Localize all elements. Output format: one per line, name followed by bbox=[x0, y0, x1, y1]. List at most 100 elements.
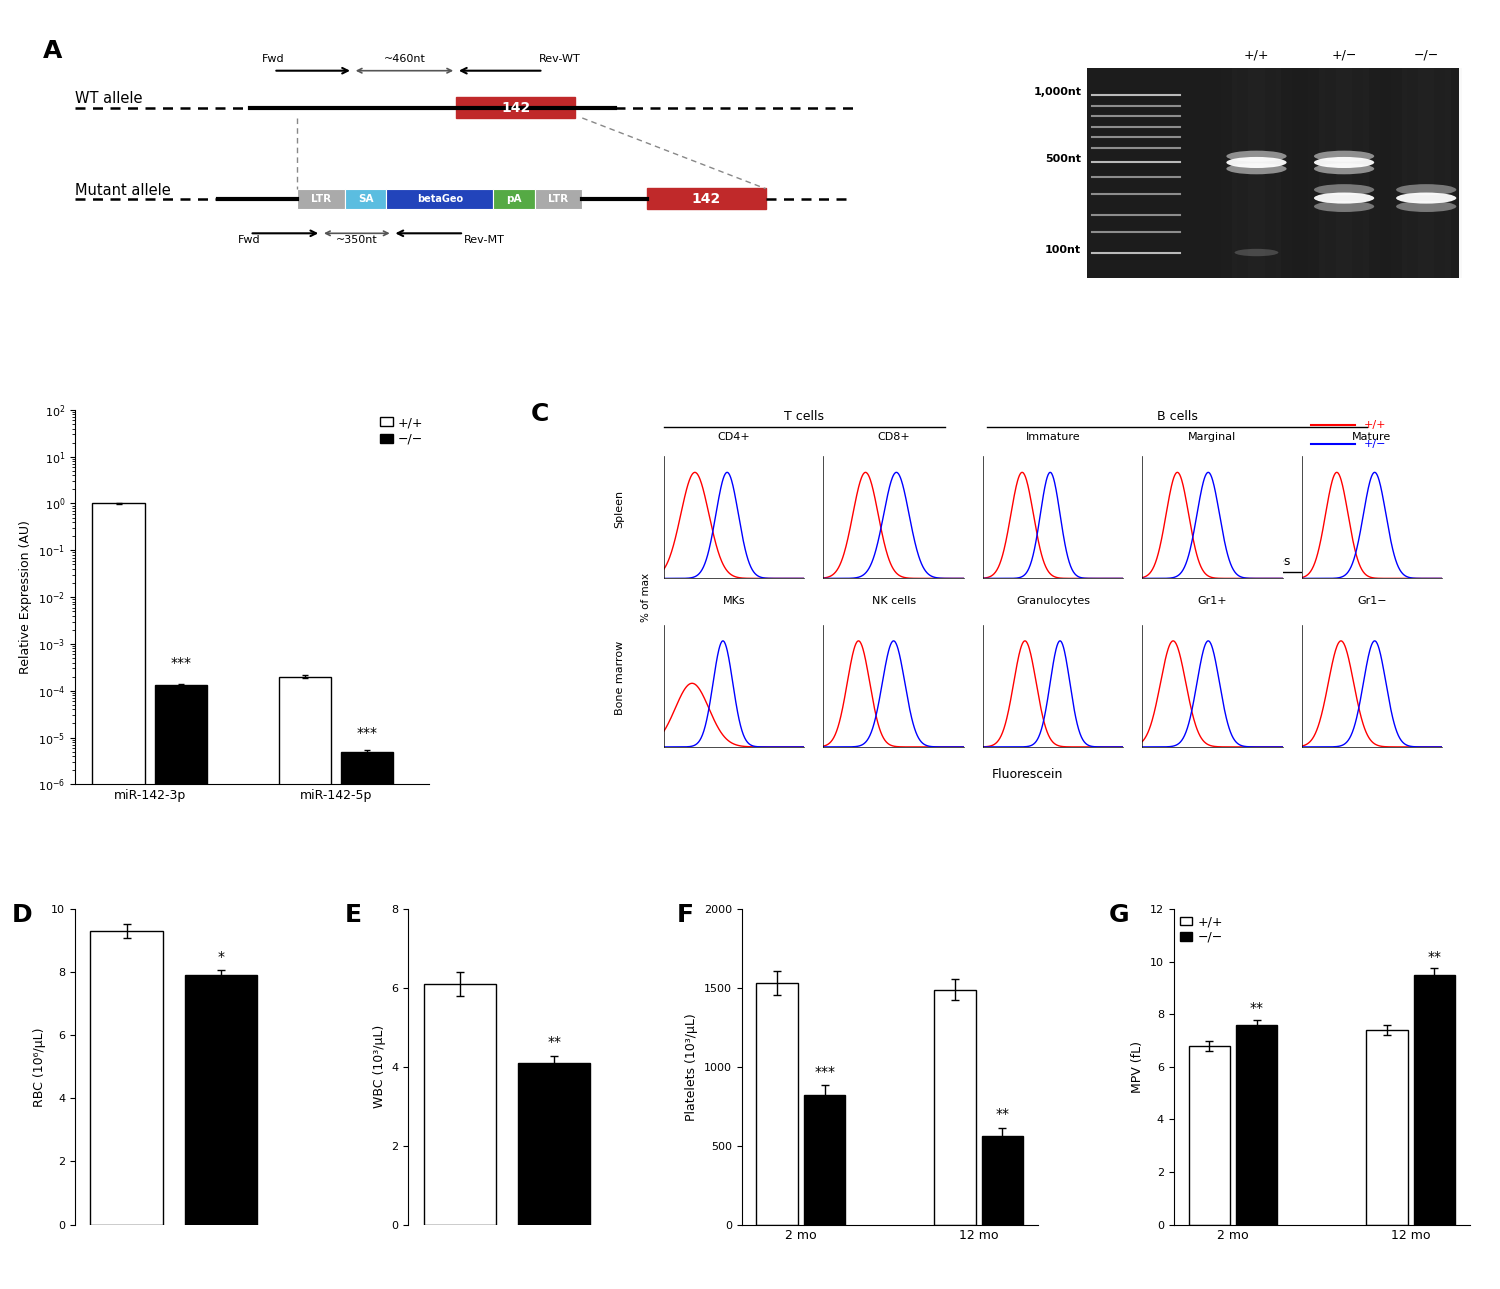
Text: Marginal: Marginal bbox=[1188, 432, 1236, 442]
Ellipse shape bbox=[1314, 157, 1374, 168]
Text: ***: *** bbox=[170, 656, 190, 670]
Ellipse shape bbox=[1234, 249, 1278, 257]
Text: **: ** bbox=[548, 1035, 561, 1049]
Bar bbox=[345, 188, 386, 209]
Text: Mature: Mature bbox=[1352, 432, 1392, 442]
Text: 142: 142 bbox=[692, 192, 720, 206]
Y-axis label: Relative Expression (AU): Relative Expression (AU) bbox=[20, 521, 33, 674]
Text: ~460nt: ~460nt bbox=[384, 54, 426, 64]
Bar bbox=[279, 677, 332, 1289]
Bar bbox=[90, 931, 162, 1225]
Y-axis label: WBC (10³/μL): WBC (10³/μL) bbox=[374, 1025, 386, 1109]
Bar bbox=[1232, 68, 1248, 277]
Bar bbox=[518, 1063, 591, 1225]
Text: **: ** bbox=[996, 1107, 1010, 1121]
Text: Spleen: Spleen bbox=[615, 490, 624, 528]
Bar bbox=[1401, 68, 1417, 277]
Ellipse shape bbox=[1396, 192, 1456, 204]
Bar bbox=[934, 990, 975, 1225]
Bar bbox=[1088, 68, 1460, 277]
Text: D: D bbox=[12, 902, 33, 927]
Ellipse shape bbox=[1314, 184, 1374, 195]
Text: Bone marrow: Bone marrow bbox=[615, 641, 624, 715]
Text: 100nt: 100nt bbox=[1046, 245, 1082, 254]
Ellipse shape bbox=[1314, 201, 1374, 211]
Legend: +/+, −/−: +/+, −/− bbox=[380, 416, 423, 446]
Text: ~350nt: ~350nt bbox=[336, 235, 378, 245]
Bar bbox=[297, 188, 345, 209]
Text: ***: *** bbox=[815, 1065, 836, 1079]
Ellipse shape bbox=[1314, 151, 1374, 161]
Ellipse shape bbox=[1227, 157, 1287, 168]
Bar bbox=[1390, 68, 1407, 277]
Text: betaGeo: betaGeo bbox=[417, 193, 464, 204]
Bar bbox=[1221, 68, 1238, 277]
Text: NK cells: NK cells bbox=[871, 597, 915, 607]
Text: +/−: +/− bbox=[1364, 438, 1386, 449]
Bar bbox=[93, 504, 144, 1289]
Text: MKs: MKs bbox=[723, 597, 746, 607]
Bar bbox=[981, 1136, 1023, 1225]
Y-axis label: MPV (fL): MPV (fL) bbox=[1131, 1042, 1144, 1093]
Legend: +/+, −/−: +/+, −/− bbox=[1180, 915, 1222, 944]
Text: A: A bbox=[44, 39, 63, 63]
Text: 500nt: 500nt bbox=[1046, 155, 1082, 165]
Text: G: G bbox=[1108, 902, 1130, 927]
Text: +/+: +/+ bbox=[1364, 420, 1386, 429]
Bar bbox=[1353, 68, 1368, 277]
Text: Mutant allele: Mutant allele bbox=[75, 183, 171, 197]
Text: Gr1−: Gr1− bbox=[1358, 597, 1386, 607]
Bar bbox=[494, 188, 534, 209]
Bar bbox=[1366, 1030, 1408, 1225]
Ellipse shape bbox=[1396, 184, 1456, 195]
Ellipse shape bbox=[1396, 201, 1456, 211]
Text: F: F bbox=[676, 902, 693, 927]
Bar bbox=[1320, 68, 1336, 277]
Text: 1,000nt: 1,000nt bbox=[1034, 88, 1082, 98]
Bar bbox=[1188, 1045, 1230, 1225]
Text: LTR: LTR bbox=[549, 193, 568, 204]
Text: T cells: T cells bbox=[784, 410, 825, 423]
Text: Granulocytes: Granulocytes bbox=[1016, 597, 1090, 607]
Text: Rev-WT: Rev-WT bbox=[538, 54, 580, 64]
Bar bbox=[756, 984, 798, 1225]
Bar bbox=[1236, 1025, 1278, 1225]
Bar bbox=[1418, 68, 1434, 277]
Bar bbox=[1308, 68, 1324, 277]
Text: Monocytes: Monocytes bbox=[1224, 556, 1290, 568]
Text: Fwd: Fwd bbox=[262, 54, 285, 64]
Text: CD4+: CD4+ bbox=[718, 432, 750, 442]
Ellipse shape bbox=[1314, 192, 1374, 204]
Bar bbox=[804, 1096, 846, 1225]
Bar bbox=[1446, 68, 1462, 277]
Text: −/−: −/− bbox=[1413, 49, 1438, 62]
Bar bbox=[154, 686, 207, 1289]
Bar bbox=[386, 188, 494, 209]
Text: C: C bbox=[531, 402, 549, 427]
Bar bbox=[456, 97, 574, 119]
Bar bbox=[1248, 68, 1264, 277]
Bar bbox=[1275, 68, 1292, 277]
Bar bbox=[340, 751, 393, 1289]
Text: 142: 142 bbox=[501, 101, 530, 115]
Text: *: * bbox=[217, 950, 225, 964]
Text: SA: SA bbox=[358, 193, 374, 204]
Text: CD8+: CD8+ bbox=[878, 432, 910, 442]
Text: **: ** bbox=[1250, 1002, 1263, 1016]
Text: Fwd: Fwd bbox=[238, 235, 261, 245]
Text: B cells: B cells bbox=[1156, 410, 1197, 423]
Bar bbox=[1434, 68, 1450, 277]
Bar bbox=[1413, 974, 1455, 1225]
Text: pA: pA bbox=[507, 193, 522, 204]
Text: +/−: +/− bbox=[1332, 49, 1358, 62]
Ellipse shape bbox=[1227, 151, 1287, 161]
Bar bbox=[184, 976, 256, 1225]
Text: Gr1+: Gr1+ bbox=[1197, 597, 1227, 607]
Text: % of max: % of max bbox=[642, 572, 651, 621]
Ellipse shape bbox=[1314, 164, 1374, 174]
Y-axis label: Platelets (10³/μL): Platelets (10³/μL) bbox=[686, 1013, 698, 1120]
Text: Rev-MT: Rev-MT bbox=[464, 235, 504, 245]
Text: Immature: Immature bbox=[1026, 432, 1080, 442]
Bar bbox=[1364, 68, 1380, 277]
Y-axis label: RBC (10⁶/μL): RBC (10⁶/μL) bbox=[33, 1027, 45, 1107]
